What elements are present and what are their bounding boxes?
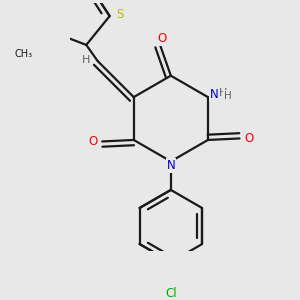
Text: O: O <box>157 32 167 45</box>
Text: O: O <box>244 132 253 145</box>
Text: N: N <box>167 159 175 172</box>
Text: N: N <box>210 88 218 100</box>
Text: H: H <box>81 55 90 64</box>
Text: S: S <box>116 8 124 21</box>
Text: CH₃: CH₃ <box>14 49 32 59</box>
Text: H: H <box>219 88 227 98</box>
Text: H: H <box>224 91 231 100</box>
Text: Cl: Cl <box>165 287 177 300</box>
Text: O: O <box>88 135 98 148</box>
